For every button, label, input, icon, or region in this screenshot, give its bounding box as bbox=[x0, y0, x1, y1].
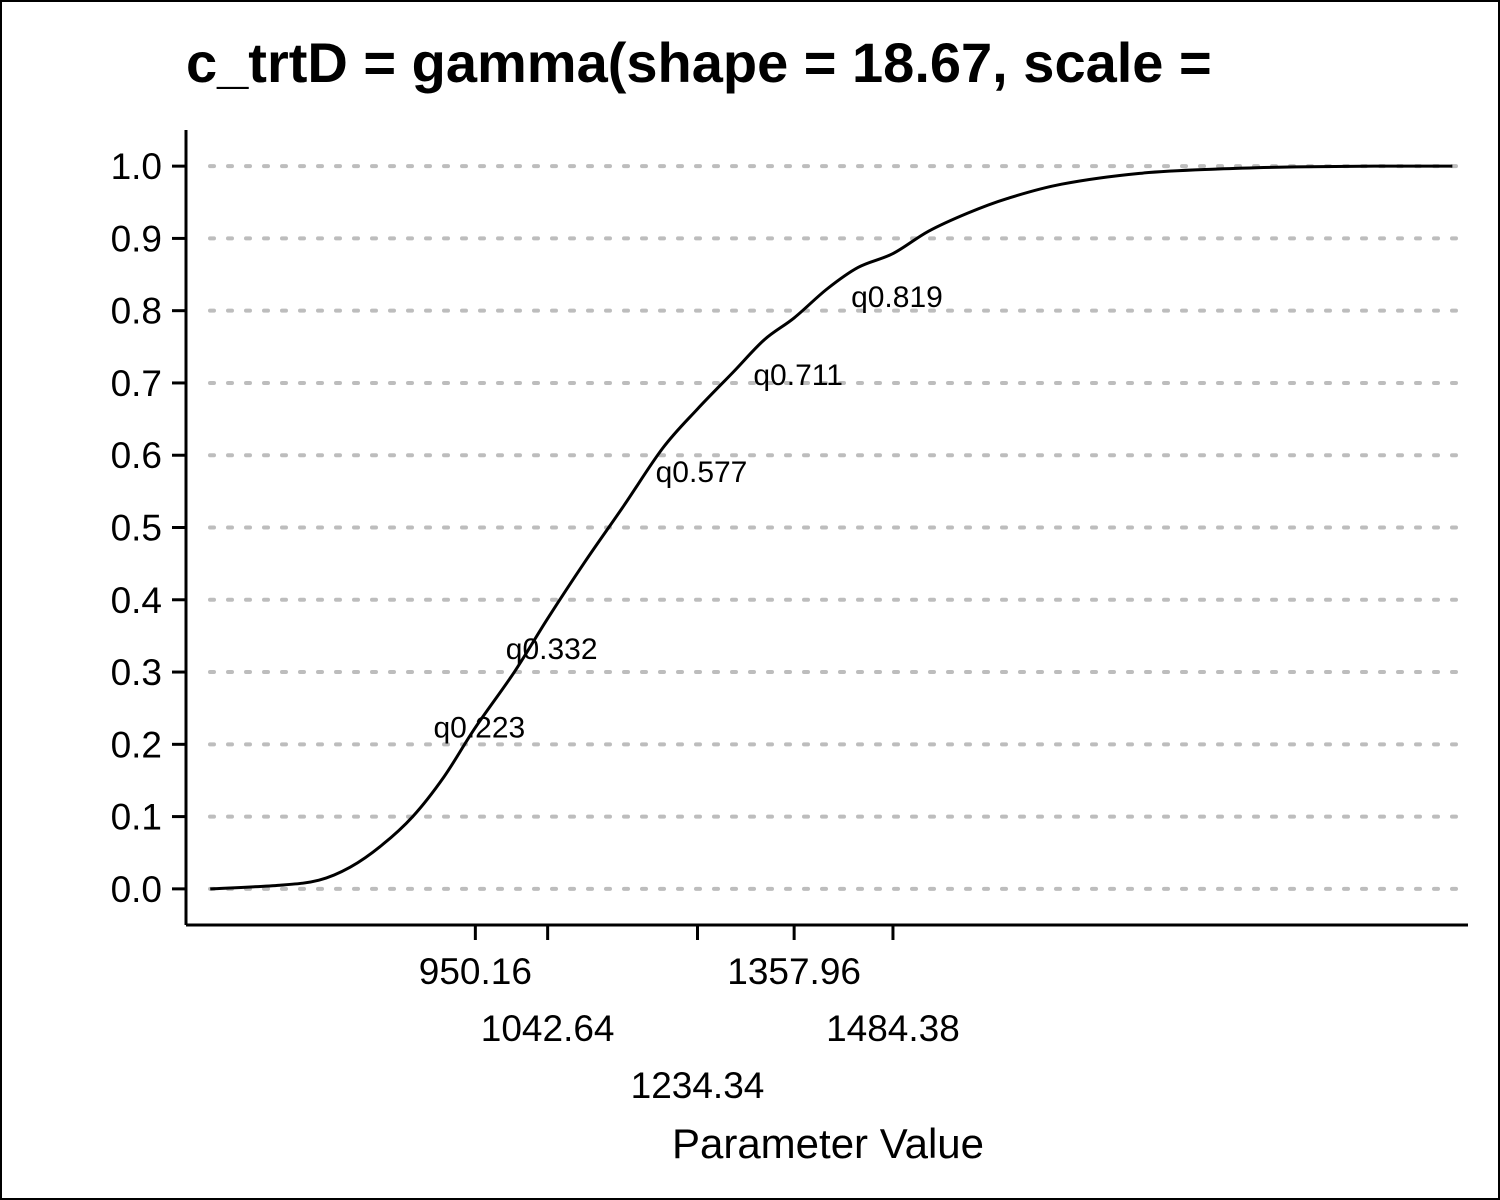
x-ticks: 950.16 1042.64 1234.34 1357.96 1484.38 bbox=[419, 925, 960, 1106]
series-line bbox=[210, 164, 1453, 891]
y-tick-label: 0.1 bbox=[111, 797, 162, 838]
quantile-label: q0.711 bbox=[753, 359, 843, 392]
chart-title: c_trtD = gamma(shape = 18.67, scale = bbox=[186, 31, 1212, 94]
y-tick-label: 1.0 bbox=[111, 146, 162, 187]
x-tick-label: 1042.64 bbox=[481, 1008, 615, 1049]
y-tick-label: 0.2 bbox=[111, 724, 162, 765]
x-tick-label: 1357.96 bbox=[727, 951, 861, 992]
y-tick-label: 0.8 bbox=[111, 291, 162, 332]
grid-lines bbox=[208, 164, 1462, 891]
quantile-label: q0.223 bbox=[433, 712, 525, 745]
x-tick-label: 1484.38 bbox=[826, 1008, 960, 1049]
y-tick-label: 0.7 bbox=[111, 363, 162, 404]
annotations: q0.223 q0.332 q0.577 q0.711 q0.819 bbox=[433, 281, 942, 745]
y-tick-label: 0.0 bbox=[111, 869, 162, 910]
y-tick-label: 0.6 bbox=[111, 435, 162, 476]
quantile-label: q0.332 bbox=[506, 633, 598, 666]
y-tick-label: 0.4 bbox=[111, 580, 162, 621]
x-tick-label: 950.16 bbox=[419, 951, 532, 992]
quantile-label: q0.819 bbox=[851, 281, 943, 314]
x-axis-label: Parameter Value bbox=[672, 1120, 984, 1167]
series bbox=[210, 164, 1453, 891]
y-tick-label: 0.3 bbox=[111, 652, 162, 693]
y-ticks: 0.0 0.1 0.2 0.3 0.4 0.5 0.6 0.7 0.8 0.9 1.0 bbox=[111, 146, 186, 910]
y-tick-label: 0.5 bbox=[111, 508, 162, 549]
quantile-label: q0.577 bbox=[656, 456, 748, 489]
y-tick-label: 0.9 bbox=[111, 218, 162, 259]
x-tick-label: 1234.34 bbox=[631, 1065, 765, 1106]
